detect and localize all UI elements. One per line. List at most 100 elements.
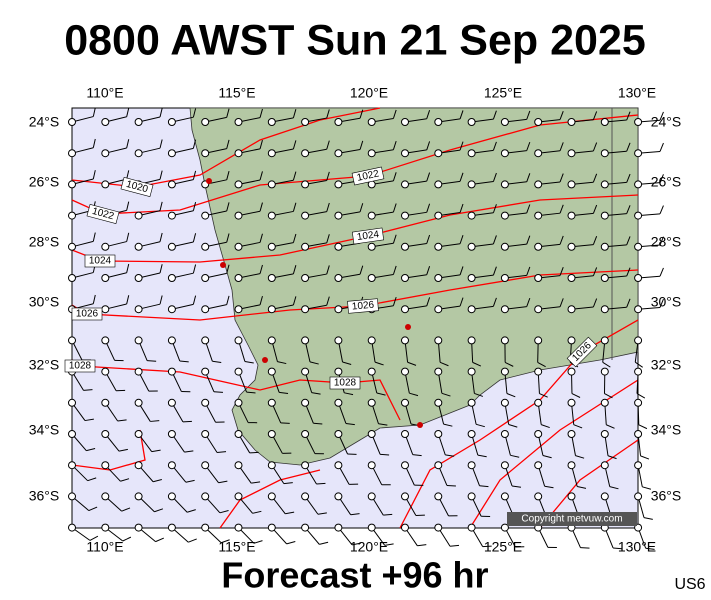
barb-station: [567, 118, 576, 126]
barb-station: [467, 118, 476, 126]
latitude-label: 32°S: [29, 357, 60, 373]
barb-feather: [592, 267, 598, 276]
barb-feather: [426, 141, 431, 151]
barb-station: [634, 305, 643, 314]
barb-feather: [359, 109, 364, 119]
barb-station: [68, 523, 76, 532]
barb-station: [101, 523, 110, 532]
isobar: [219, 469, 321, 529]
barb-station: [267, 523, 276, 532]
barb-feather: [292, 171, 297, 181]
barb-station: [101, 274, 110, 282]
barb-feather: [218, 480, 228, 484]
barb-feather: [592, 236, 598, 245]
barb-feather: [636, 393, 646, 399]
barb-feather: [492, 204, 497, 213]
isobar-label: 1022: [356, 168, 380, 183]
barb-station: [234, 398, 243, 407]
barb-station: [634, 180, 643, 189]
barb-station: [534, 118, 543, 126]
barb-station: [467, 461, 476, 470]
barb-feather: [571, 393, 581, 398]
isobar-label: 1024: [89, 256, 112, 267]
barb-feather: [316, 482, 326, 485]
barb-feather: [226, 108, 230, 118]
barb-feather: [510, 454, 520, 458]
barb-station: [167, 492, 176, 501]
barb-station: [467, 211, 476, 220]
barb-station: [634, 211, 643, 220]
latitude-label: 30°S: [29, 294, 60, 310]
barb-feather: [319, 541, 329, 545]
barb-station: [534, 367, 543, 376]
barb-feather: [159, 232, 163, 242]
barb-feather: [92, 232, 96, 242]
city-dot: [262, 357, 268, 363]
barb-station: [467, 523, 476, 532]
longitude-label: 120°E: [350, 539, 388, 555]
barb-station: [167, 211, 176, 220]
barb-station: [367, 149, 376, 158]
barb-station: [500, 492, 509, 501]
barb-feather: [89, 535, 99, 541]
latitude-label: 36°S: [651, 488, 682, 504]
barb-station: [600, 492, 609, 501]
barb-feather: [380, 453, 390, 456]
barb-feather: [573, 424, 583, 429]
barb-station: [334, 118, 343, 126]
barb-station: [134, 430, 143, 438]
barb-feather: [192, 170, 197, 180]
barb-feather: [151, 449, 161, 453]
barb-feather: [359, 265, 364, 275]
barb-feather: [412, 454, 422, 457]
barb-feather: [602, 361, 611, 368]
barb-feather: [459, 141, 464, 151]
barb-feather: [559, 142, 564, 151]
barb-feather: [159, 170, 163, 180]
barb-station: [334, 305, 343, 314]
barb-station: [334, 274, 343, 282]
barb-feather: [643, 517, 653, 520]
isobar-label-box: [86, 203, 120, 225]
barb-station: [201, 211, 210, 220]
barb-station: [634, 492, 643, 501]
barb-feather: [226, 202, 230, 212]
barb-station: [68, 118, 76, 126]
barb-station: [434, 211, 443, 220]
barb-feather: [659, 142, 664, 152]
longitude-label: 130°E: [618, 85, 656, 101]
barb-station: [401, 180, 409, 189]
barb-station: [467, 336, 476, 345]
barb-station: [600, 430, 609, 438]
barb-feather: [417, 544, 427, 547]
barb-station: [167, 149, 176, 158]
barb-feather: [459, 266, 464, 276]
barb-feather: [345, 422, 355, 426]
barb-station: [500, 211, 509, 220]
isobar-label-group: 1026: [347, 298, 379, 314]
barb-feather: [459, 235, 464, 244]
barb-station: [134, 149, 143, 158]
barb-feather: [252, 510, 262, 514]
barb-feather: [159, 139, 163, 149]
latitude-label: 28°S: [651, 234, 682, 250]
barb-feather: [526, 297, 531, 307]
copyright-box: [507, 512, 637, 526]
barb-station: [68, 398, 76, 407]
barb-feather: [492, 172, 497, 182]
barb-station: [401, 149, 409, 158]
barb-feather: [251, 481, 261, 484]
barb-feather: [526, 204, 531, 214]
barb-feather: [150, 420, 160, 422]
barb-station: [101, 336, 110, 345]
barb-station: [334, 430, 343, 438]
barb-feather: [92, 107, 96, 117]
barb-feather: [376, 392, 386, 396]
longitude-label: 110°E: [86, 539, 123, 555]
barb-station: [134, 274, 143, 282]
barb-station: [567, 180, 576, 189]
barb-station: [634, 118, 643, 126]
subtitle: Forecast +96 hr: [221, 555, 488, 596]
barb-feather: [88, 506, 98, 512]
barb-station: [367, 398, 376, 407]
